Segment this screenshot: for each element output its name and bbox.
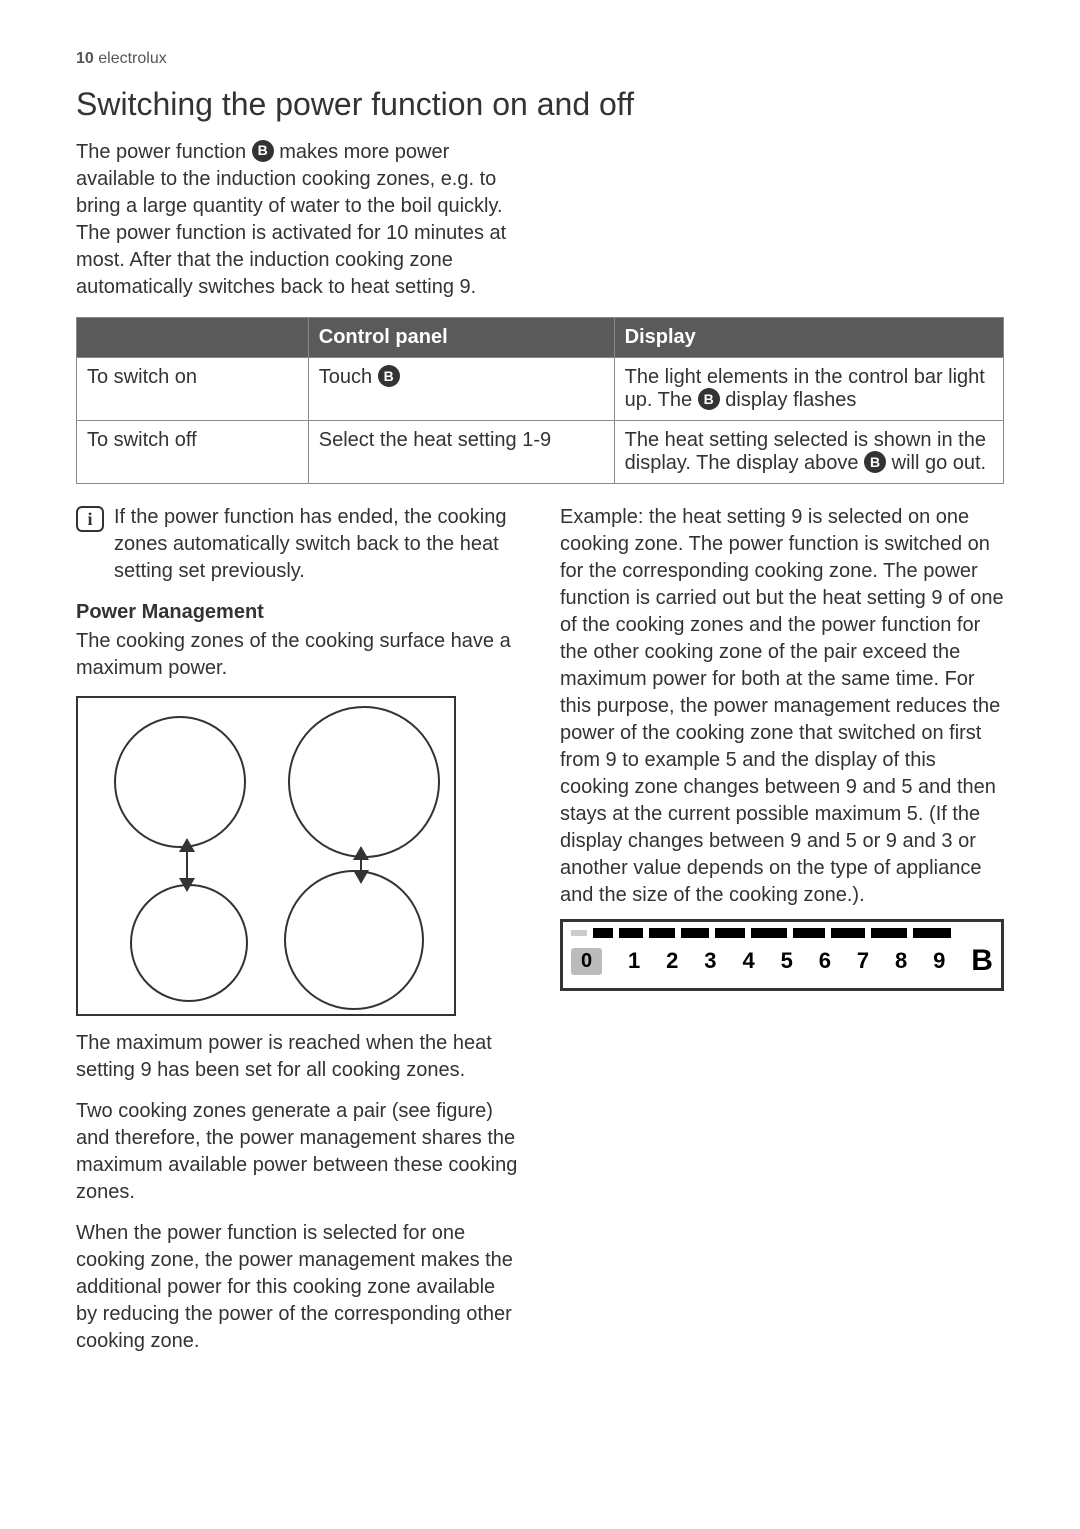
cooking-zone-circle: [114, 716, 246, 848]
segment-on: [831, 928, 865, 938]
cell-action: To switch on: [77, 358, 309, 421]
page-number: 10: [76, 50, 94, 67]
cell-display: The heat setting selected is shown in th…: [614, 421, 1003, 484]
control-bar-figure: 0 1234 56789B: [560, 919, 1004, 991]
cell-display: The light elements in the control bar li…: [614, 358, 1003, 421]
right-column: Example: the heat setting 9 is selected …: [560, 504, 1004, 1355]
intro-left: The power function B makes more power av…: [76, 139, 520, 301]
cell-action: To switch off: [77, 421, 309, 484]
pair-arrow-icon: [360, 848, 362, 882]
left-column: i If the power function has ended, the c…: [76, 504, 520, 1355]
cooking-zone-circle: [130, 884, 248, 1002]
intro-columns: The power function B makes more power av…: [76, 139, 1004, 301]
info-note-text: If the power function has ended, the coo…: [114, 504, 520, 585]
control-bar-number: 3: [704, 948, 716, 974]
cooking-zone-circle: [288, 706, 440, 858]
power-management-heading: Power Management: [76, 599, 520, 626]
info-note-row: i If the power function has ended, the c…: [76, 504, 520, 585]
control-bar-number: 1: [628, 948, 640, 974]
control-bar-numbers: 0 1234 56789B: [571, 944, 993, 978]
b-icon: B: [252, 140, 274, 162]
power-function-table: Control panel Display To switch on Touch…: [76, 317, 1004, 484]
pm-p4: When the power function is selected for …: [76, 1220, 520, 1355]
segment-on: [871, 928, 907, 938]
table-row: To switch on Touch B The light elements …: [77, 358, 1004, 421]
page-header: 10 electrolux: [76, 50, 1004, 68]
cell-control: Select the heat setting 1-9: [308, 421, 614, 484]
cooking-zone-circle: [284, 870, 424, 1010]
brand-label: electrolux: [98, 50, 166, 67]
example-text: Example: the heat setting 9 is selected …: [560, 504, 1004, 909]
control-bar-number: 2: [666, 948, 678, 974]
segment-on: [793, 928, 825, 938]
th-control-panel: Control panel: [308, 318, 614, 358]
segment-on: [681, 928, 709, 938]
b-icon: B: [864, 451, 886, 473]
control-bar-number: 4: [742, 948, 754, 974]
control-bar-zero: 0: [571, 948, 602, 975]
segment-on: [619, 928, 643, 938]
segment-on: [715, 928, 745, 938]
table-row: To switch off Select the heat setting 1-…: [77, 421, 1004, 484]
intro-p1: The power function B makes more power av…: [76, 139, 520, 220]
control-bar-b-icon: B: [971, 944, 993, 978]
control-bar-number: 7: [857, 948, 869, 974]
segment-dim: [571, 930, 587, 936]
pair-arrow-icon: [186, 840, 188, 890]
th-blank: [77, 318, 309, 358]
control-bar-number: 8: [895, 948, 907, 974]
segment-on: [913, 928, 951, 938]
b-icon: B: [378, 365, 400, 387]
cell-control: Touch B: [308, 358, 614, 421]
control-bar-segments: [571, 928, 993, 938]
cooking-zones-figure: [76, 696, 456, 1016]
control-bar-number: 5: [781, 948, 793, 974]
section-title: Switching the power function on and off: [76, 86, 1004, 123]
pm-p3: Two cooking zones generate a pair (see f…: [76, 1098, 520, 1206]
segment-on: [593, 928, 613, 938]
control-bar-number: 9: [933, 948, 945, 974]
segment-on: [751, 928, 787, 938]
th-display: Display: [614, 318, 1003, 358]
b-icon: B: [698, 388, 720, 410]
pm-p2: The maximum power is reached when the he…: [76, 1030, 520, 1084]
intro-p2: The power function is activated for 10 m…: [76, 220, 520, 301]
control-bar-number: 6: [819, 948, 831, 974]
info-icon: i: [76, 506, 104, 532]
body-columns: i If the power function has ended, the c…: [76, 504, 1004, 1355]
segment-on: [649, 928, 675, 938]
intro-right: [560, 139, 1004, 301]
pm-p1: The cooking zones of the cooking surface…: [76, 628, 520, 682]
